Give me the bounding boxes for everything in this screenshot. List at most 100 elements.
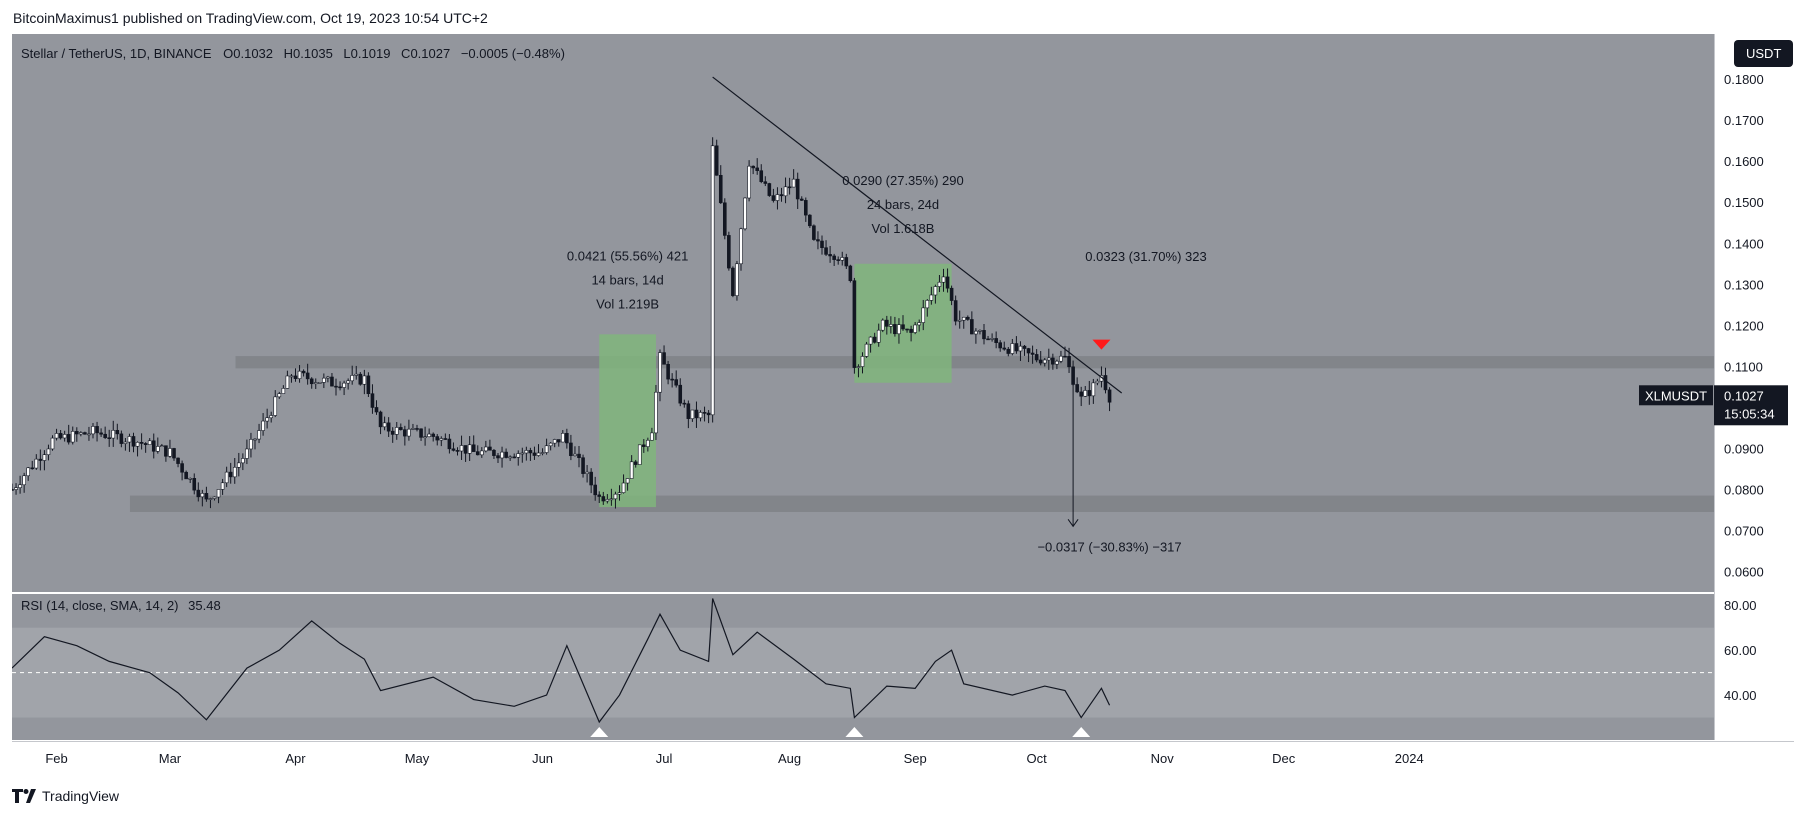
candle-body (1083, 390, 1088, 397)
candle-body (1014, 343, 1019, 352)
candle-body (313, 382, 318, 385)
candle-body (816, 239, 820, 242)
candle-body (237, 462, 241, 468)
candle-body (374, 407, 379, 413)
price-tick: 0.0800 (1724, 482, 1764, 497)
time-tick: Feb (45, 751, 67, 766)
candle-body (220, 482, 225, 490)
candle-body (54, 433, 59, 439)
candle-body (528, 450, 533, 454)
candle-body (641, 444, 646, 447)
measure-bars: 14 bars, 14d (591, 272, 663, 287)
candle-body (245, 448, 249, 459)
time-axis[interactable] (12, 741, 1794, 775)
tradingview-brand: TradingView (42, 788, 120, 804)
candle-body (127, 436, 132, 443)
candle-body (747, 165, 751, 199)
candle-body (836, 259, 841, 261)
price-tick: 0.1500 (1724, 195, 1764, 210)
candle-body (107, 437, 111, 439)
candle-body (1095, 380, 1100, 384)
candle-body (710, 145, 715, 416)
candle-body (74, 431, 79, 435)
symbol-header: Stellar / TetherUS, 1D, BINANCE O0.1032 … (21, 46, 565, 61)
candle-body (994, 338, 998, 343)
candle-body (415, 428, 419, 430)
candle-body (759, 170, 764, 182)
candle-body (1042, 359, 1047, 364)
candle-body (751, 165, 755, 169)
candle-body (516, 453, 521, 458)
candle-body (670, 378, 674, 381)
candle-body (925, 300, 930, 309)
candle-body (775, 194, 780, 201)
candle-body (698, 412, 703, 419)
candle-body (1034, 354, 1039, 361)
high-value: 0.1035 (293, 46, 333, 61)
candle-body (1063, 355, 1067, 358)
candle-body (828, 254, 832, 257)
rsi-header: RSI (14, close, SMA, 14, 2) 35.48 (21, 598, 221, 613)
publisher-line: BitcoinMaximus1 published on TradingView… (13, 10, 488, 26)
candle-body (524, 450, 529, 454)
candle-body (945, 276, 950, 289)
candle-body (532, 452, 537, 456)
open-label: O (223, 46, 234, 61)
candle-body (382, 422, 387, 428)
candle-body (593, 484, 598, 496)
candle-body (66, 434, 71, 443)
candle-body (783, 186, 788, 197)
candle-body (484, 446, 488, 452)
candle-body (1091, 382, 1096, 397)
candle-body (544, 445, 549, 453)
trendline[interactable] (712, 76, 1123, 394)
candle-body (42, 454, 47, 461)
candle-body (172, 448, 176, 459)
candle-body (536, 452, 541, 456)
rsi-tick: 60.00 (1724, 643, 1757, 658)
candle-body (682, 402, 687, 405)
time-tick: Nov (1151, 751, 1175, 766)
bullish-marker (590, 727, 609, 737)
candle-body (228, 471, 233, 478)
candle-body (147, 440, 152, 445)
symbol-name[interactable]: Stellar / TetherUS, 1D, BINANCE (21, 46, 212, 61)
candle-body (479, 450, 484, 456)
candle-body (941, 276, 946, 283)
measure-vol: Vol 1.219B (596, 296, 659, 311)
candle-body (953, 300, 958, 322)
candle-body (58, 433, 63, 439)
candle-body (650, 432, 654, 441)
price-tag-symbol-bg[interactable] (1639, 385, 1713, 406)
bullish-marker (845, 727, 864, 737)
candle-body (787, 186, 792, 189)
candle-body (990, 338, 994, 340)
currency-button[interactable]: USDT (1734, 40, 1794, 67)
candle-body (253, 438, 257, 441)
candle-body (706, 412, 711, 416)
candle-body (14, 487, 18, 490)
tradingview-logo[interactable]: TradingView (12, 788, 119, 804)
candle-body (763, 181, 768, 184)
rsi-line[interactable] (12, 598, 1111, 724)
candle-body (398, 427, 403, 430)
candle-body (957, 319, 962, 322)
time-tick: Apr (285, 751, 306, 766)
candle-body (386, 422, 391, 432)
candle-body (12, 489, 14, 491)
candle-body (548, 442, 553, 447)
measure-bars: 24 bars, 24d (867, 197, 939, 212)
candle-body (678, 384, 683, 404)
candle-body (439, 438, 444, 441)
candle-body (662, 352, 666, 365)
candle-body (1059, 355, 1063, 362)
candle-body (982, 330, 986, 340)
candle-body (50, 437, 55, 450)
rsi-label[interactable]: RSI (14, close, SMA, 14, 2) (21, 598, 179, 613)
candle-body (727, 235, 731, 269)
price-tick: 0.1800 (1724, 72, 1764, 87)
rsi-tick: 80.00 (1724, 598, 1757, 613)
candle-body (597, 494, 602, 497)
candle-body (868, 336, 873, 345)
time-tick: Jul (656, 751, 673, 766)
